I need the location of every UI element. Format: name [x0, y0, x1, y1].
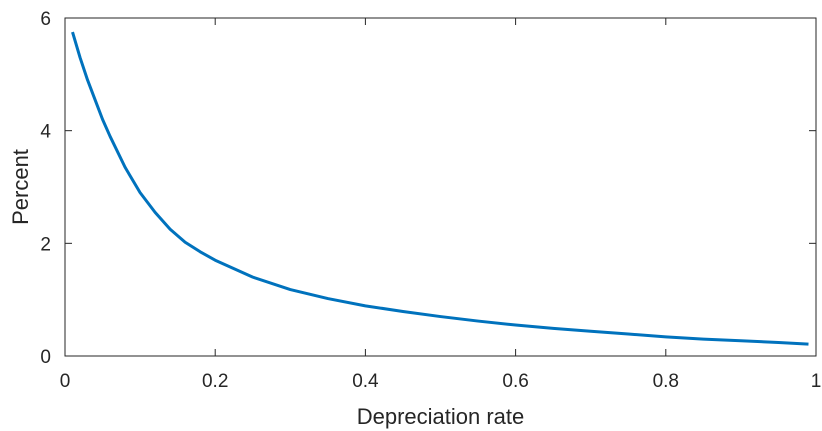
x-tick-label: 0.2	[202, 371, 228, 392]
tick-labels: 0 0.2 0.4 0.6 0.8 1 0 2 4 6	[40, 9, 821, 392]
y-tick-label: 0	[40, 347, 51, 368]
x-tick-label: 1	[811, 371, 822, 392]
x-axis-label: Depreciation rate	[357, 404, 525, 429]
y-axis-label: Percent	[8, 149, 33, 225]
axis-ticks	[64, 17, 817, 357]
x-tick-label: 0	[60, 371, 71, 392]
y-tick-label: 2	[40, 234, 51, 255]
x-tick-label: 0.8	[653, 371, 679, 392]
y-tick-label: 4	[40, 122, 51, 143]
x-tick-label: 0.4	[352, 371, 379, 392]
y-tick-label: 6	[40, 9, 51, 30]
series-layer	[71, 31, 809, 346]
plot-area-frame	[64, 17, 817, 357]
series-line	[71, 31, 809, 346]
x-tick-label: 0.6	[502, 371, 528, 392]
